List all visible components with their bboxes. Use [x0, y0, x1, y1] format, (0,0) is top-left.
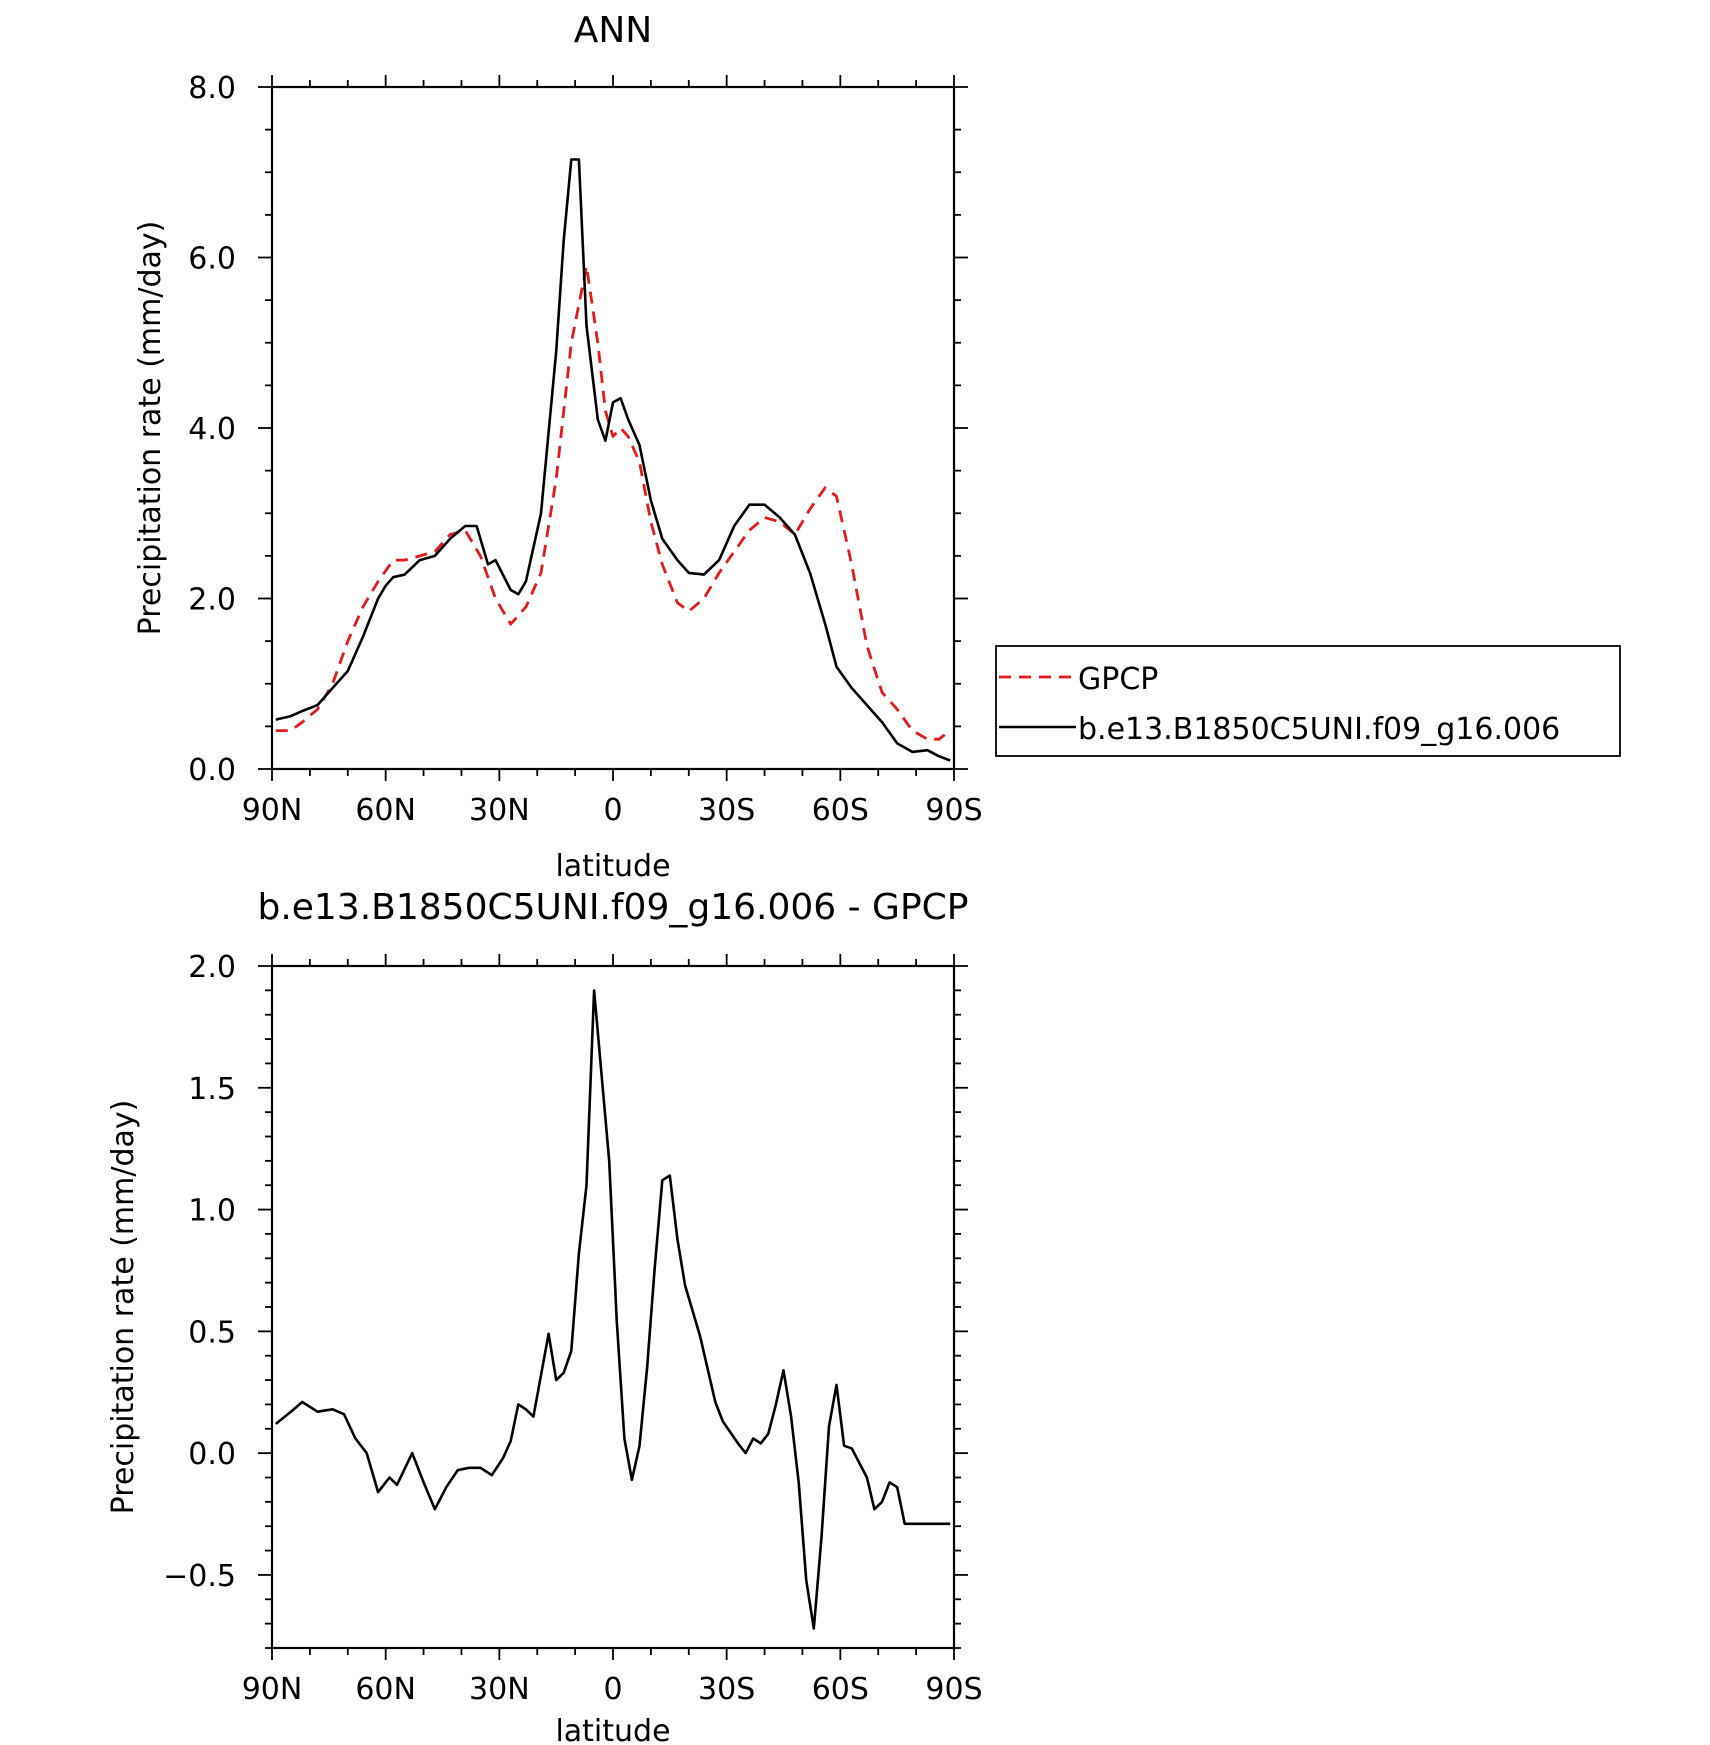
x-tick-label: 30N [469, 1672, 530, 1707]
top-plot-series [275, 158, 952, 762]
bottom-plot-ticks [258, 954, 968, 1660]
legend-box [995, 645, 1621, 757]
y-tick-label: 2.0 [188, 583, 236, 618]
y-tick-label: 6.0 [188, 242, 236, 277]
x-tick-label: 0 [603, 1672, 622, 1707]
legend: GPCP b.e13.B1850C5UNI.f09_g16.006 [995, 645, 1621, 757]
top-plot-x-tick-labels: 90N 60N 30N 0 30S 60S 90S [242, 793, 983, 828]
top-plot: ANN 90N 60N 30N 0 30S 60S 90S 0.02.04.06.08.0 … [133, 10, 983, 884]
bottom-plot-series [274, 989, 951, 1630]
top-plot-frame [270, 85, 956, 771]
x-tick-label: 60S [812, 1672, 869, 1707]
bottom-plot-title: b.e13.B1850C5UNI.f09_g16.006 - GPCP [257, 887, 968, 928]
y-tick-label: 1.0 [188, 1194, 236, 1229]
x-tick-label: 30S [698, 793, 755, 828]
bottom-plot-frame [270, 964, 956, 1650]
legend-label-model: b.e13.B1850C5UNI.f09_g16.006 [1078, 712, 1560, 747]
top-plot-x-axis-label: latitude [555, 849, 670, 884]
y-tick-label: 8.0 [188, 71, 236, 106]
x-tick-label: 90S [925, 1672, 982, 1707]
y-tick-label: 0.0 [188, 1437, 236, 1472]
x-tick-label: 60S [812, 793, 869, 828]
x-tick-label: 90N [242, 1672, 303, 1707]
x-tick-label: 60N [355, 1672, 416, 1707]
x-tick-label: 30N [469, 793, 530, 828]
series-line-gpcp [275, 264, 952, 741]
series-line-difference [274, 989, 951, 1630]
legend-label-gpcp: GPCP [1078, 662, 1158, 697]
y-tick-label: 2.0 [188, 950, 236, 985]
x-tick-label: 0 [603, 793, 622, 828]
y-tick-label: 1.5 [188, 1072, 236, 1107]
series-line-model [275, 158, 951, 762]
bottom-plot-x-tick-labels: 90N 60N 30N 0 30S 60S 90S [242, 1672, 983, 1707]
top-plot-y-tick-labels: 0.0 2.0 4.0 6.0 8.0 [188, 71, 236, 788]
bottom-plot: b.e13.B1850C5UNI.f09_g16.006 - GPCP 90N 6… [106, 887, 983, 1745]
y-tick-label: 0.5 [188, 1315, 236, 1350]
bottom-plot-y-axis-label: Precipitation rate (mm/day) [106, 1100, 141, 1515]
x-tick-label: 30S [698, 1672, 755, 1707]
y-tick-label: −0.5 [163, 1559, 236, 1594]
x-tick-label: 90N [242, 793, 303, 828]
x-tick-label: 60N [355, 793, 416, 828]
bottom-plot-x-axis-label: latitude [555, 1714, 670, 1745]
y-tick-label: 4.0 [188, 412, 236, 447]
x-tick-label: 90S [925, 793, 982, 828]
top-plot-y-axis-label: Precipitation rate (mm/day) [133, 221, 168, 636]
top-plot-ticks [258, 75, 968, 781]
bottom-plot-y-tick-labels: −0.5 0.0 0.5 1.0 1.5 2.0 [163, 950, 236, 1594]
top-plot-title: ANN [574, 10, 653, 51]
y-tick-label: 0.0 [188, 753, 236, 788]
